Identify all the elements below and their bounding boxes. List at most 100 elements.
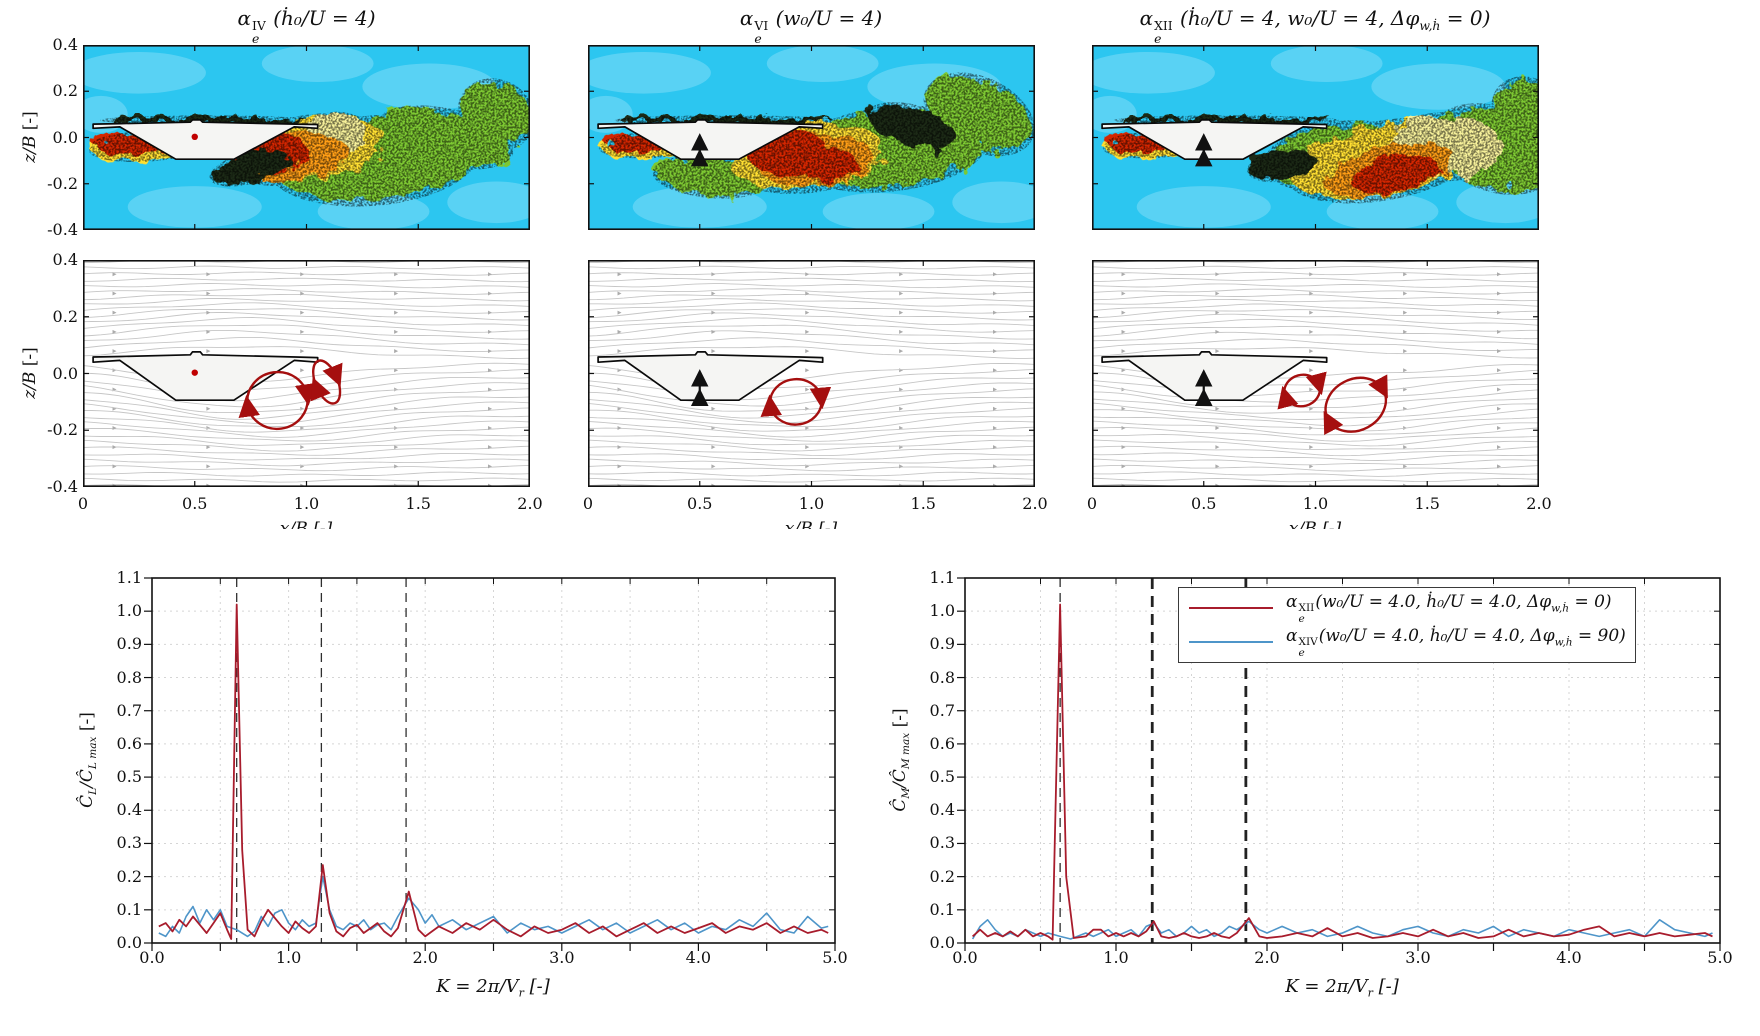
panel-border	[588, 45, 1035, 230]
streamline	[588, 346, 1035, 359]
streamline	[1092, 408, 1539, 427]
spectrum-y-tick-label: 0.1	[116, 899, 142, 919]
legend: α XII e (w₀/U = 4.0, ḣ₀/U = 4.0, Δφw,ḣ = 0)…	[1178, 587, 1636, 663]
panel-title-IV: α IV e (ḣ₀/U = 4)	[237, 6, 376, 46]
lift-spectrum-chart	[144, 577, 836, 951]
streamline-y-tick-label: 0.2	[52, 306, 78, 326]
spectrum-y-tick-label: 0.2	[116, 866, 142, 886]
spectrum-x-tick-label: 0.0	[139, 948, 165, 967]
bridge-deck-section	[92, 351, 319, 402]
streamline	[588, 330, 1035, 346]
streamline-arrow	[993, 425, 998, 430]
flow-x-tick-label: 1.5	[1414, 494, 1440, 513]
streamline-arrow	[394, 272, 399, 277]
series-line-red	[972, 603, 1713, 941]
streamline	[1092, 309, 1539, 321]
panel-border	[1092, 45, 1539, 230]
contour-panel-IV	[83, 45, 530, 230]
streamline-arrow	[711, 329, 716, 334]
spectrum-y-tick-label: 0.9	[116, 634, 142, 654]
flow-x-tick-label: 0	[77, 494, 89, 513]
streamline	[1092, 265, 1539, 270]
streamline	[588, 396, 1035, 419]
panel-border	[1092, 260, 1539, 487]
velocity-patch	[1092, 51, 1215, 94]
spectrum-x-tick-label: 3.0	[549, 948, 575, 967]
streamline	[1092, 318, 1539, 332]
streamline-arrow	[1309, 368, 1314, 373]
streamline	[1092, 298, 1539, 307]
legend-entry-XII: α XII e (w₀/U = 4.0, ḣ₀/U = 4.0, Δφw,ḣ = 0)	[1189, 591, 1625, 625]
streamline-arrow	[394, 464, 399, 469]
streamline-arrow	[1497, 425, 1502, 430]
streamline	[588, 407, 1035, 428]
streamline-arrow	[899, 310, 904, 315]
streamline	[588, 302, 1035, 314]
streamline-arrow	[1403, 368, 1408, 373]
streamline-panel-IV	[83, 260, 530, 487]
streamline	[1092, 464, 1539, 472]
streamline-arrow	[112, 291, 117, 296]
streamline-arrow	[805, 329, 810, 334]
streamline-arrow	[899, 272, 904, 277]
streamline-arrow	[300, 310, 305, 315]
streamline	[83, 464, 530, 472]
streamline-arrow	[711, 349, 716, 354]
streamline	[588, 471, 1035, 477]
spectrum-y-tick-label: 0.3	[116, 833, 142, 853]
streamline-arrow	[112, 425, 117, 430]
streamline-arrow	[1403, 349, 1408, 354]
contour-y-tick-label: -0.2	[47, 173, 78, 193]
streamline-arrow	[805, 291, 810, 296]
streamline	[83, 283, 530, 289]
streamline	[588, 445, 1035, 457]
streamline	[83, 396, 530, 420]
streamline-arrow	[1403, 310, 1408, 315]
streamline-arrow	[488, 291, 493, 296]
streamline-arrow	[617, 272, 622, 277]
streamline	[1092, 303, 1539, 314]
legend-entry-XIV: α XIV e (w₀/U = 4.0, ḣ₀/U = 4.0, Δφw,ḣ = 90…	[1189, 625, 1626, 659]
streamline-arrow	[1215, 464, 1220, 469]
streamline-panel-VI	[588, 260, 1035, 487]
streamline-arrow	[206, 464, 211, 469]
streamline-arrow	[1403, 445, 1408, 450]
streamline-arrow	[1497, 349, 1502, 354]
streamline-arrow	[993, 349, 998, 354]
velocity-patch	[822, 193, 935, 230]
streamline	[588, 317, 1035, 333]
contour-y-tick-label: -0.4	[47, 220, 78, 239]
streamline	[83, 452, 530, 461]
streamline-arrow	[1215, 272, 1220, 277]
panel-border	[83, 45, 530, 230]
spectrum-y-tick-label: 0.5	[116, 767, 142, 787]
streamline-arrow	[394, 349, 399, 354]
streamline-arrow	[300, 272, 305, 277]
spectrum-y-tick-label: 0.3	[929, 833, 955, 853]
contour-y-tick-label: 0.0	[52, 127, 78, 147]
streamline-arrow	[993, 310, 998, 315]
spectrum-x-tick-label: 1.0	[275, 948, 302, 967]
streamline	[83, 293, 530, 302]
vortex-arc	[312, 359, 343, 387]
flow-x-tick-label: 1.0	[1302, 494, 1329, 513]
streamline-arrow	[206, 291, 211, 296]
bridge-deck-section	[92, 119, 319, 161]
flow-x-tick-label: 0	[582, 494, 594, 513]
vortex-annotation	[310, 359, 343, 405]
streamline-y-tick-label: -0.4	[47, 477, 78, 496]
streamline-arrow	[993, 291, 998, 296]
velocity-patch	[766, 45, 879, 82]
streamline-arrow	[394, 445, 399, 450]
streamline	[83, 288, 530, 295]
streamline	[83, 401, 530, 425]
vortex-annotation	[1323, 374, 1388, 436]
streamline-arrow	[1497, 406, 1502, 411]
streamline-arrow	[993, 368, 998, 373]
streamline-arrow	[206, 329, 211, 334]
spectrum-x-tick-label: 4.0	[1556, 948, 1582, 967]
moment-spectrum-x-axis-label: K = 2π/Vr [-]	[1285, 976, 1399, 1000]
velocity-patch	[127, 186, 262, 228]
streamline-arrow	[805, 272, 810, 277]
